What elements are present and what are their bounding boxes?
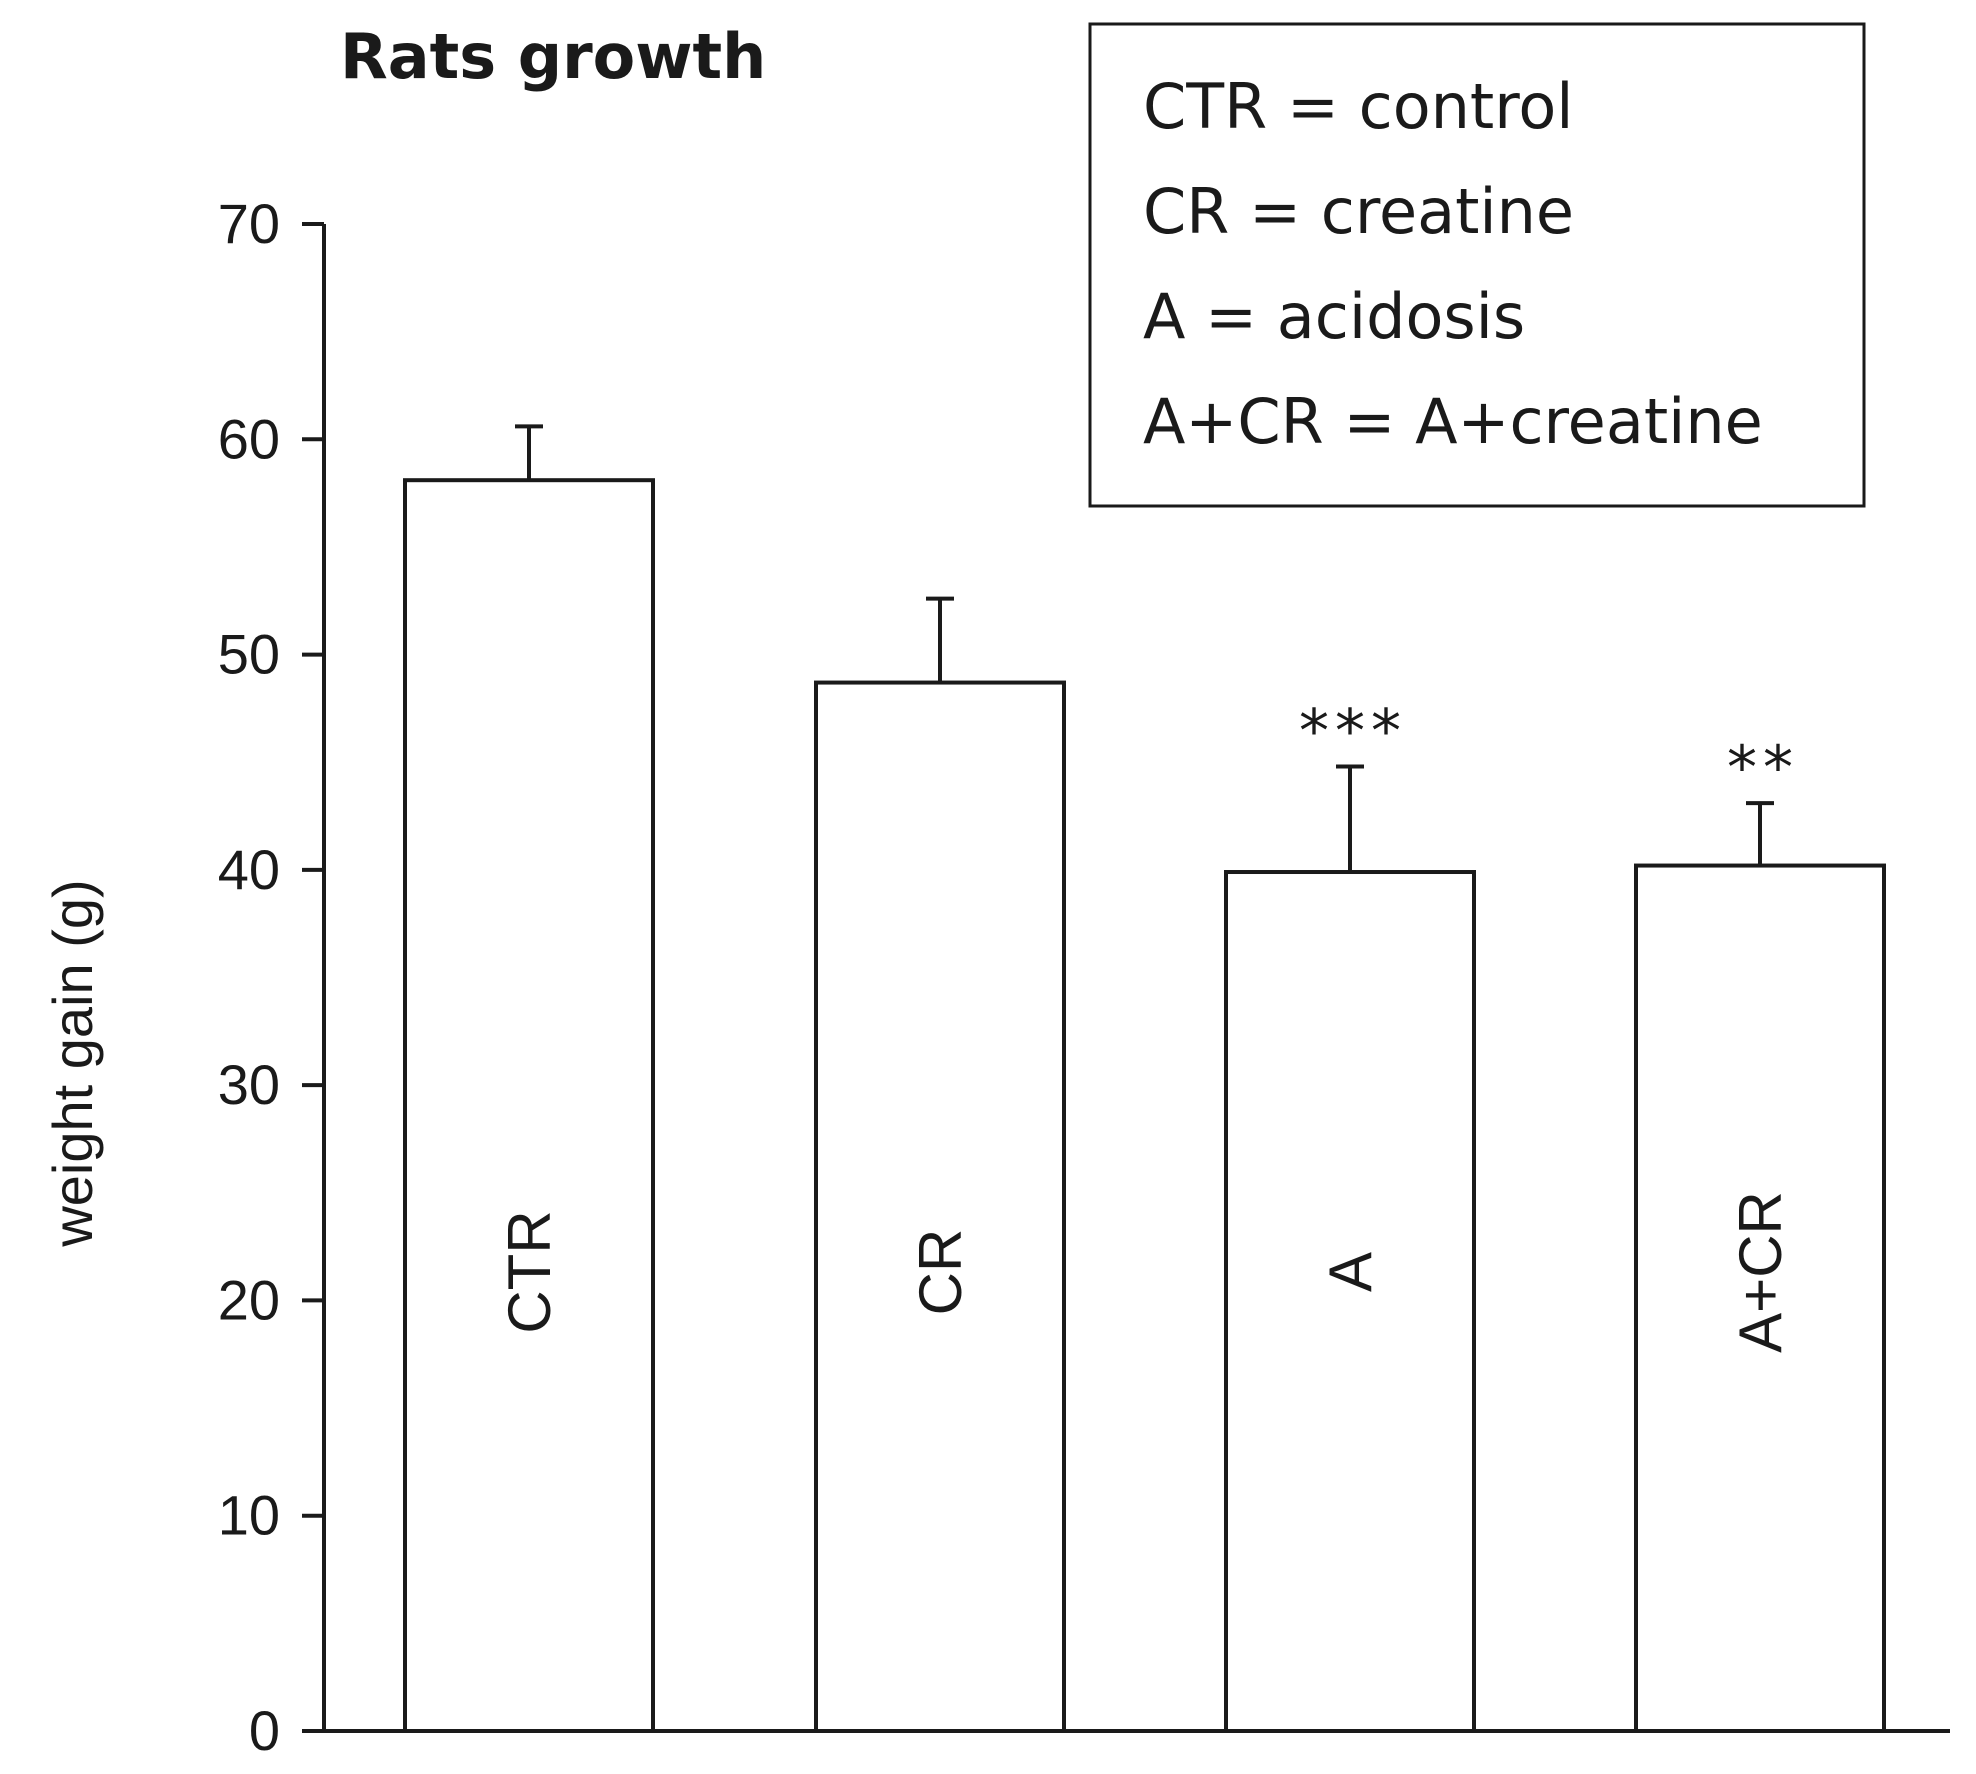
chart-title: Rats growth — [340, 20, 766, 93]
significance-marker: ** — [1727, 733, 1799, 803]
bar-a — [1224, 870, 1476, 1733]
y-tick-label: 50 — [218, 623, 280, 686]
y-tick-label: 0 — [249, 1699, 280, 1762]
bar-a-cr — [1634, 863, 1886, 1733]
legend-entry-ctr: CTR = control — [1143, 70, 1574, 143]
significance-marker: *** — [1299, 697, 1407, 767]
legend-entry-a: A = acidosis — [1143, 280, 1525, 353]
legend-entry-cr: CR = creatine — [1143, 175, 1574, 248]
legend-box — [1088, 22, 1866, 508]
bars: CTR CR A *** A+CR ** — [403, 424, 1886, 1734]
y-tick-label: 40 — [218, 838, 280, 901]
y-tick-label: 70 — [218, 192, 280, 255]
y-tick-label: 10 — [218, 1484, 280, 1547]
legend-entry-acr: A+CR = A+creatine — [1143, 385, 1763, 458]
y-ticks: 0 10 20 30 40 50 60 70 — [218, 192, 324, 1762]
bar-ctr — [403, 478, 655, 1734]
y-tick-label: 30 — [218, 1053, 280, 1116]
bar-cr — [814, 680, 1066, 1733]
bar-label: A+CR — [1727, 1191, 1794, 1353]
bar-label: CTR — [496, 1210, 563, 1333]
bar-label: A — [1317, 1252, 1384, 1292]
y-tick-label: 60 — [218, 407, 280, 470]
legend: CTR = control CR = creatine A = acidosis… — [1088, 22, 1866, 508]
y-axis-label: weight gain (g) — [41, 879, 104, 1247]
bar-label: CR — [907, 1229, 974, 1316]
y-tick-label: 20 — [218, 1268, 280, 1331]
